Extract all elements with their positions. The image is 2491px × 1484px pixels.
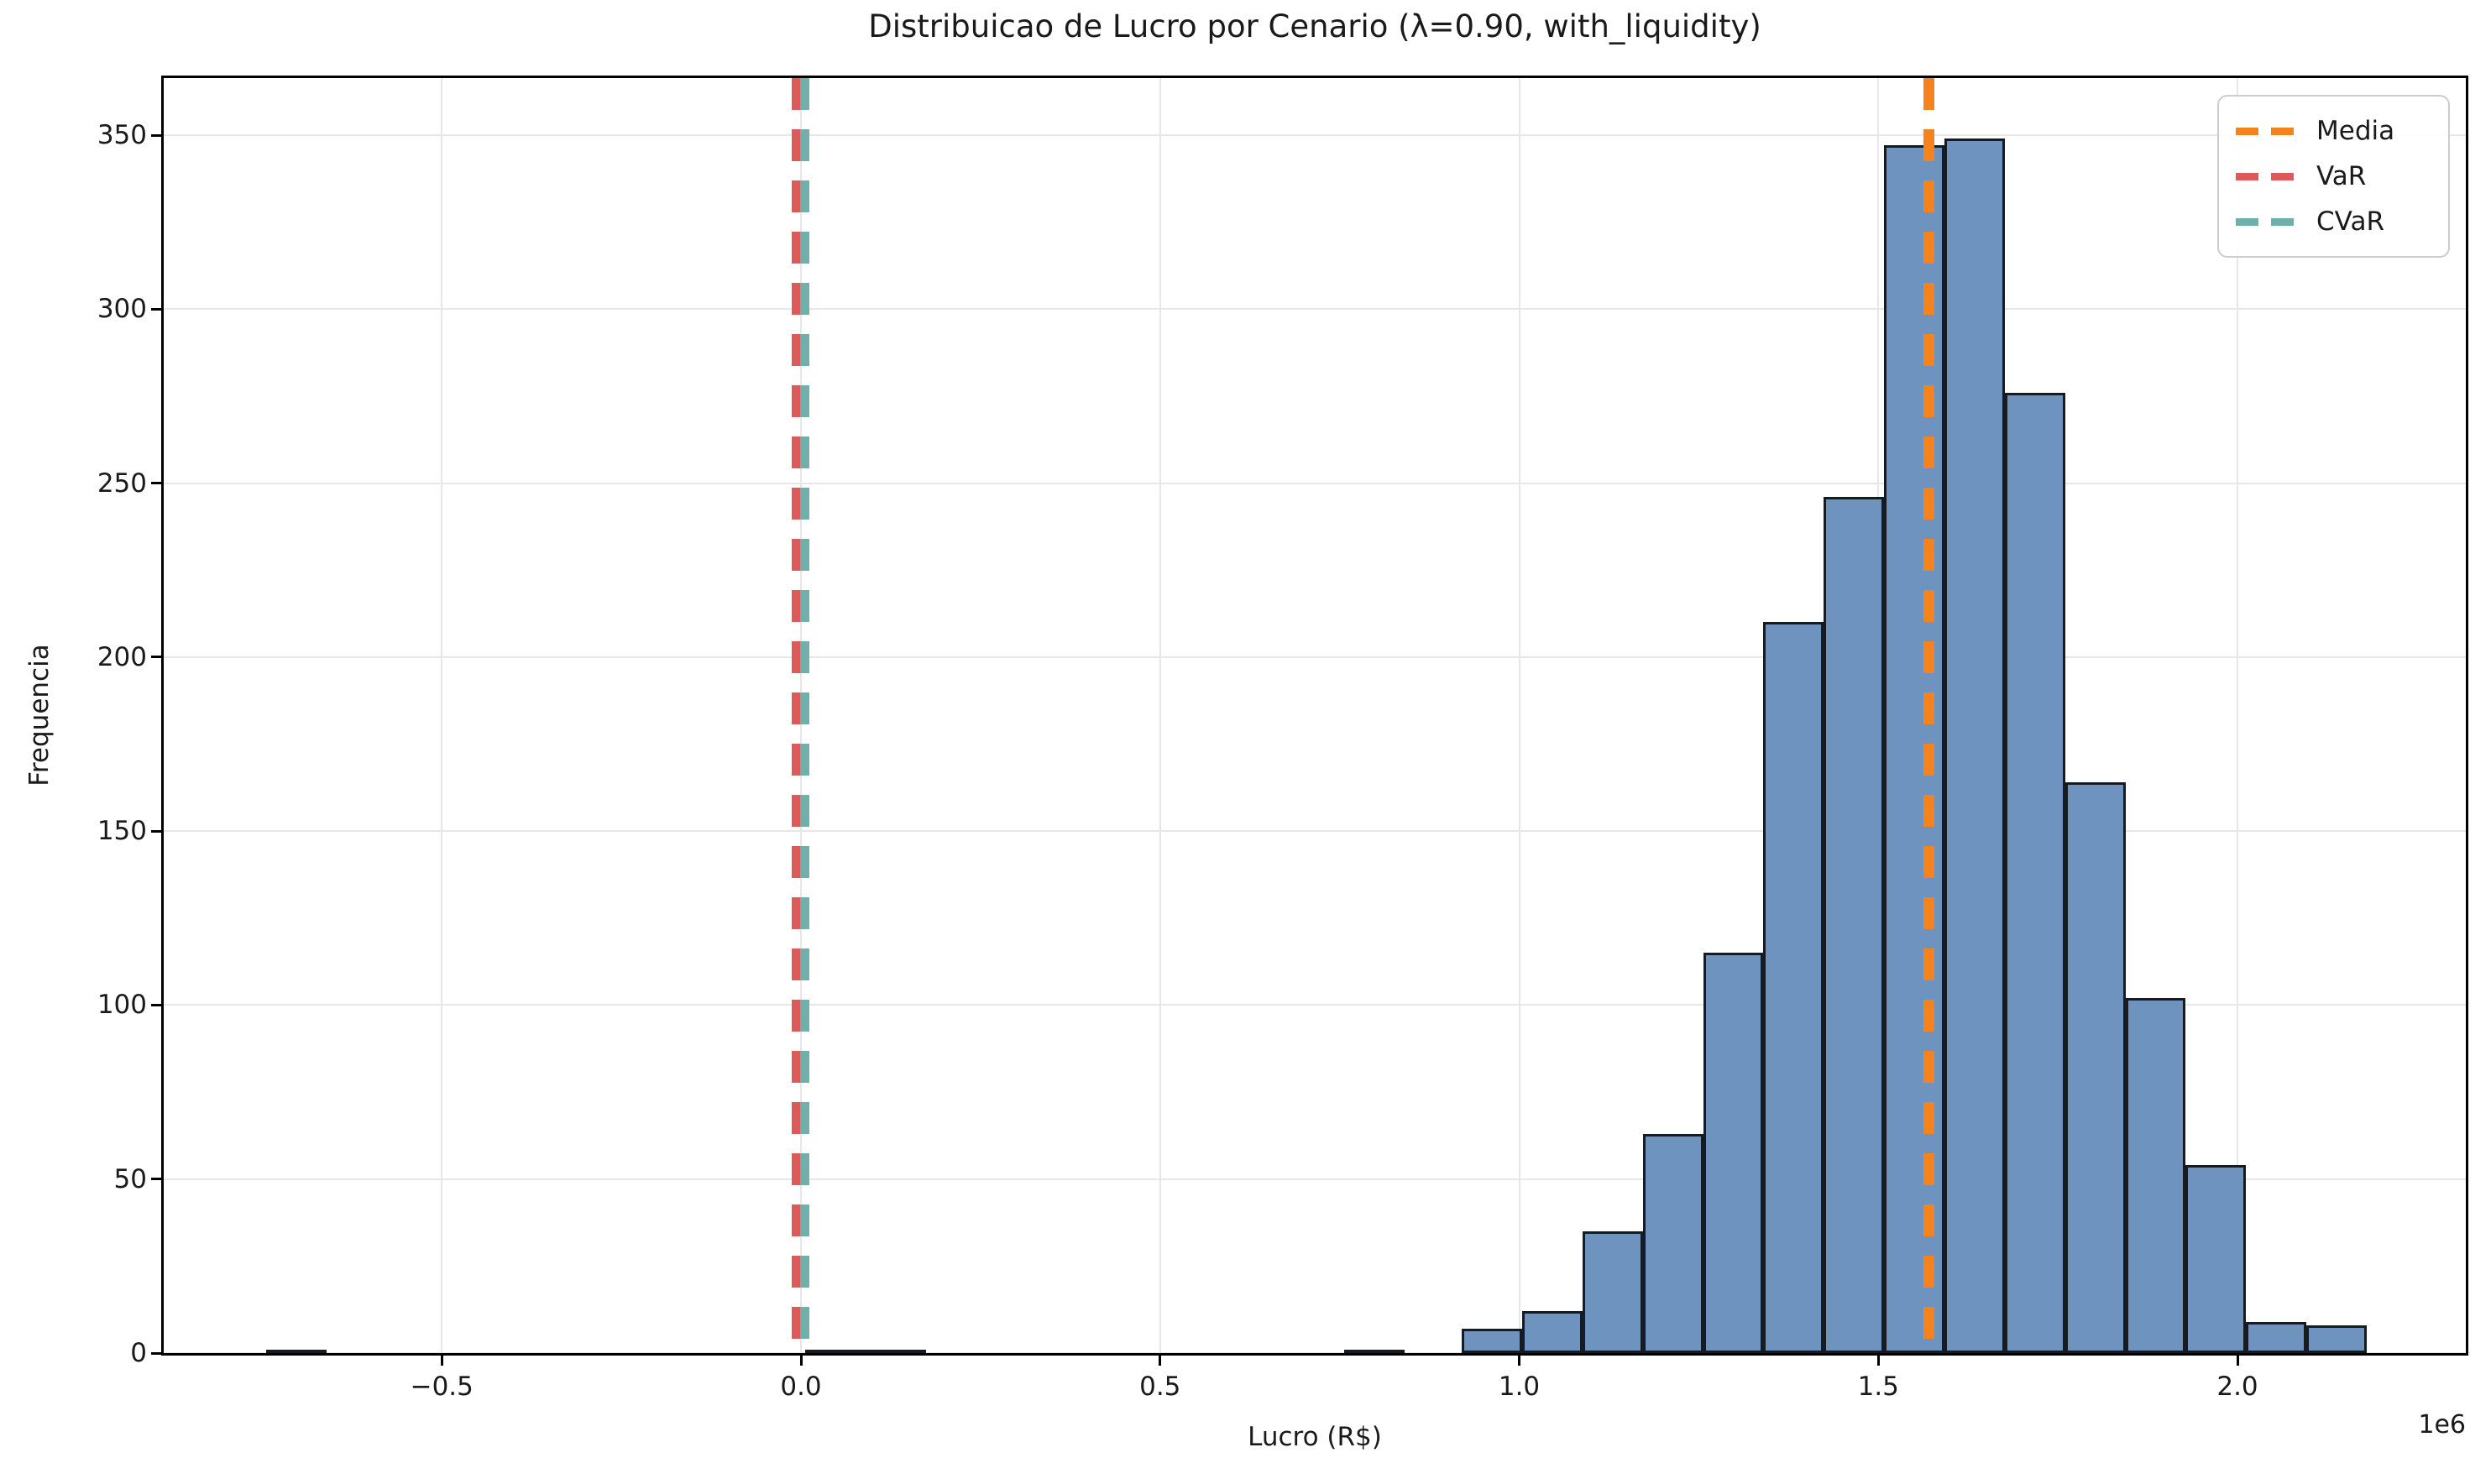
legend-item-media: Media bbox=[2236, 118, 2431, 144]
y-tick-mark bbox=[151, 829, 161, 833]
y-tick-label: 50 bbox=[113, 1163, 147, 1194]
y-tick-mark bbox=[151, 482, 161, 485]
y-tick-label: 350 bbox=[97, 120, 147, 150]
chart-title: Distribuicao de Lucro por Cenario (λ=0.9… bbox=[868, 8, 1761, 44]
y-tick-mark bbox=[151, 1178, 161, 1181]
legend-label-var: VaR bbox=[2316, 160, 2367, 191]
y-tick-label: 100 bbox=[97, 990, 147, 1021]
x-tick-label: 0.5 bbox=[1139, 1372, 1181, 1402]
histogram-bar bbox=[2004, 392, 2065, 1353]
x-tick-mark bbox=[1518, 1356, 1520, 1366]
legend-item-var: VaR bbox=[2236, 160, 2431, 191]
histogram-bar bbox=[1824, 497, 1885, 1353]
x-tick-label: 2.0 bbox=[2216, 1372, 2258, 1402]
v-gridline bbox=[2237, 78, 2238, 1353]
histogram-bar bbox=[2125, 998, 2186, 1353]
cvar-dash-swatch bbox=[2236, 217, 2298, 226]
x-tick-label: 0.0 bbox=[780, 1372, 822, 1402]
x-axis-label: Lucro (R$) bbox=[1248, 1422, 1382, 1452]
y-tick-mark bbox=[151, 656, 161, 659]
y-tick-label: 300 bbox=[97, 294, 147, 325]
histogram-bar bbox=[1462, 1328, 1522, 1353]
histogram-bar bbox=[1944, 138, 2005, 1353]
y-tick-mark bbox=[151, 133, 161, 137]
histogram-bar bbox=[1521, 1311, 1583, 1353]
histogram-bar bbox=[1884, 145, 1944, 1353]
legend: Media VaR CVaR bbox=[2217, 95, 2450, 258]
y-tick-mark bbox=[151, 1003, 161, 1006]
x-tick-mark bbox=[799, 1356, 803, 1366]
histogram-bar bbox=[1642, 1133, 1703, 1353]
legend-label-media: Media bbox=[2316, 115, 2395, 146]
x-tick-mark bbox=[1159, 1356, 1162, 1366]
histogram-bar bbox=[265, 1349, 327, 1355]
legend-label-cvar: CVaR bbox=[2316, 206, 2384, 237]
histogram-bar bbox=[1763, 622, 1824, 1353]
histogram-bar bbox=[865, 1349, 926, 1355]
axis-offset-label: 1e6 bbox=[2418, 1410, 2466, 1440]
h-gridline bbox=[164, 656, 2466, 658]
y-axis-label: Frequencia bbox=[24, 644, 55, 786]
x-tick-label: −0.5 bbox=[410, 1372, 474, 1402]
media-line bbox=[1923, 78, 1935, 1353]
x-tick-mark bbox=[2236, 1356, 2239, 1366]
histogram-bar bbox=[2064, 782, 2126, 1353]
x-tick-mark bbox=[1876, 1356, 1880, 1366]
y-tick-mark bbox=[151, 1351, 161, 1355]
h-gridline bbox=[164, 482, 2466, 484]
x-tick-label: 1.0 bbox=[1498, 1372, 1541, 1402]
y-tick-label: 0 bbox=[130, 1338, 147, 1368]
var-dash-swatch bbox=[2236, 172, 2298, 180]
v-gridline bbox=[1159, 78, 1161, 1353]
histogram-bar bbox=[805, 1349, 866, 1355]
histogram-bar bbox=[2185, 1165, 2247, 1353]
h-gridline bbox=[164, 1178, 2466, 1180]
x-tick-mark bbox=[440, 1356, 443, 1366]
histogram-bar bbox=[1703, 953, 1764, 1353]
media-dash-swatch bbox=[2236, 127, 2298, 135]
cvar-line bbox=[799, 78, 809, 1353]
y-tick-label: 250 bbox=[97, 468, 147, 499]
v-gridline bbox=[1518, 78, 1520, 1353]
var-line bbox=[791, 78, 801, 1353]
legend-item-cvar: CVaR bbox=[2236, 206, 2431, 237]
h-gridline bbox=[164, 134, 2466, 136]
histogram-bar bbox=[1343, 1349, 1405, 1355]
y-tick-mark bbox=[151, 307, 161, 311]
x-tick-label: 1.5 bbox=[1857, 1372, 1899, 1402]
histogram-bar bbox=[2306, 1325, 2367, 1353]
h-gridline bbox=[164, 830, 2466, 833]
y-tick-label: 200 bbox=[97, 641, 147, 672]
h-gridline bbox=[164, 308, 2466, 311]
histogram-bar bbox=[1582, 1231, 1643, 1353]
histogram-bar bbox=[2246, 1321, 2307, 1353]
v-gridline bbox=[441, 78, 443, 1353]
h-gridline bbox=[164, 1004, 2466, 1006]
y-tick-label: 150 bbox=[97, 816, 147, 847]
